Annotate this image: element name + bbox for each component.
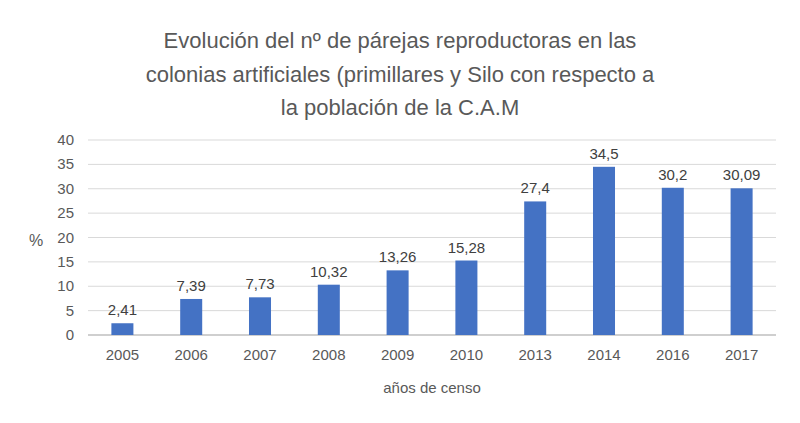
bar	[249, 297, 271, 335]
bar	[111, 323, 133, 335]
grid-line	[88, 140, 776, 141]
data-label: 7,73	[245, 275, 274, 292]
y-tick-label: 15	[57, 253, 74, 270]
bar	[318, 285, 340, 335]
bar	[731, 188, 753, 335]
x-tick-label: 2013	[519, 346, 552, 363]
data-label: 15,28	[448, 239, 486, 256]
data-label: 13,26	[379, 248, 417, 265]
data-label: 27,4	[521, 179, 550, 196]
chart-container: Evolución del nº de párejas reproductora…	[0, 0, 800, 423]
background	[0, 0, 800, 423]
x-tick-label: 2005	[106, 346, 139, 363]
y-tick-label: 0	[66, 326, 74, 343]
data-label: 7,39	[177, 277, 206, 294]
data-label: 34,5	[589, 145, 618, 162]
data-label: 10,32	[310, 263, 348, 280]
grid	[88, 140, 776, 335]
y-tick-label: 30	[57, 180, 74, 197]
y-tick-label: 35	[57, 155, 74, 172]
x-tick-label: 2009	[381, 346, 414, 363]
y-tick-label: 40	[57, 131, 74, 148]
chart-svg: Evolución del nº de párejas reproductora…	[0, 0, 800, 423]
bar	[662, 188, 684, 335]
bar	[524, 201, 546, 335]
bar	[180, 299, 202, 335]
data-label: 30,2	[658, 166, 687, 183]
y-tick-label: 10	[57, 277, 74, 294]
grid-line	[88, 164, 776, 165]
x-tick-label: 2016	[656, 346, 689, 363]
y-tick-label: 5	[66, 302, 74, 319]
y-axis-title: %	[29, 232, 43, 249]
x-tick-label: 2008	[312, 346, 345, 363]
bar	[593, 167, 615, 335]
bar	[387, 270, 409, 335]
x-tick-label: 2007	[243, 346, 276, 363]
x-tick-label: 2006	[175, 346, 208, 363]
data-label: 30,09	[723, 166, 761, 183]
chart-title: Evolución del nº de párejas reproductora…	[146, 28, 655, 120]
x-axis-title: años de censo	[383, 379, 481, 396]
bars	[111, 167, 752, 335]
y-tick-label: 20	[57, 229, 74, 246]
x-tick-label: 2014	[587, 346, 620, 363]
bar	[455, 261, 477, 335]
data-label: 2,41	[108, 301, 137, 318]
x-tick-label: 2017	[725, 346, 758, 363]
y-tick-label: 25	[57, 204, 74, 221]
x-tick-label: 2010	[450, 346, 483, 363]
